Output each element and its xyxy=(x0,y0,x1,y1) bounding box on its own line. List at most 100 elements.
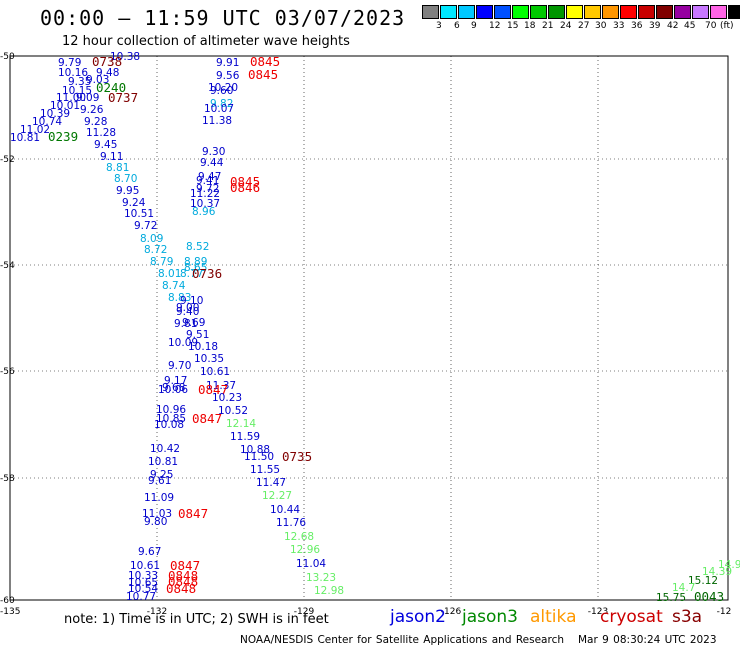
lat-tick-label: -58 xyxy=(0,474,15,484)
pass-time-label: 0845 xyxy=(250,54,280,69)
scale-swatch xyxy=(422,5,439,19)
pass-time-label: 0848 xyxy=(168,568,198,583)
wave-height-label: 9.17 xyxy=(164,375,187,387)
color-scale-labels: 3 6 9 12 15 18 21 24 27 30 33 36 39 42 45 70 (ft) xyxy=(422,21,740,33)
footnote: note: 1) Time is in UTC; 2) SWH is in fe… xyxy=(64,612,329,627)
wave-height-label: 9.81 xyxy=(174,318,197,330)
wave-height-label: 10.15 xyxy=(62,85,92,97)
lon-tick-label: -126 xyxy=(441,607,462,617)
wave-height-label: 10.44 xyxy=(270,504,300,516)
wave-height-label: 15.12 xyxy=(688,575,718,587)
chart-title: 00:00 — 11:59 UTC 03/07/2023 xyxy=(40,6,406,30)
wave-height-label: 10.39 xyxy=(40,108,70,120)
pass-time-label: 0239 xyxy=(48,129,78,144)
pass-time-label: 0847 xyxy=(170,558,200,573)
wave-height-label: 9.26 xyxy=(80,104,104,116)
wave-height-label: 15.75 xyxy=(656,592,686,604)
wave-height-label: 9.79 xyxy=(58,57,81,69)
wave-height-label: 10.37 xyxy=(190,198,220,210)
scale-label: 6 xyxy=(454,21,460,31)
wave-height-label: 9.11 xyxy=(100,151,123,163)
wave-height-label: 8.72 xyxy=(144,244,167,256)
wave-height-label: 12.14 xyxy=(226,418,256,430)
wave-height-label: 11.55 xyxy=(250,464,280,476)
wave-height-label: 9.68 xyxy=(162,382,185,394)
wave-height-label: 8.81 xyxy=(106,162,129,174)
scale-swatch xyxy=(638,5,655,19)
scale-label: 30 xyxy=(595,21,607,31)
wave-height-label: 8.89 xyxy=(184,256,207,268)
color-scale xyxy=(422,5,740,19)
wave-height-label: 10.81 xyxy=(10,132,40,144)
wave-height-label: 10.35 xyxy=(194,353,224,365)
wave-height-label: 10.42 xyxy=(150,443,180,455)
wave-height-label: 8.77 xyxy=(180,268,203,280)
scale-swatch xyxy=(512,5,529,19)
wave-height-label: 8.70 xyxy=(114,173,137,185)
scale-swatch xyxy=(692,5,709,19)
wave-height-label: 14.7 xyxy=(672,582,695,594)
wave-height-label: 9.67 xyxy=(138,546,161,558)
wave-height-label: 11.59 xyxy=(230,431,260,443)
pass-time-label: 0848 xyxy=(166,581,196,596)
wave-height-label: 10.65 xyxy=(128,577,158,589)
scale-label: 24 xyxy=(560,21,572,31)
wave-height-label: 10.61 xyxy=(200,366,230,378)
wave-height-label: 10.74 xyxy=(32,116,62,128)
wave-height-label: 11.50 xyxy=(244,451,274,463)
scale-label: 39 xyxy=(649,21,661,31)
wave-height-label: 8.96 xyxy=(192,206,216,218)
scale-label: 70 xyxy=(705,21,717,31)
wave-height-label: 10.01 xyxy=(50,100,80,112)
wave-height-label: 10.96 xyxy=(156,404,186,416)
wave-height-label: 12.98 xyxy=(314,585,344,597)
lat-tick-label: -56 xyxy=(0,367,15,377)
wave-height-label: 9.24 xyxy=(122,197,146,209)
wave-height-label: 10.09 xyxy=(168,337,198,349)
scale-swatch xyxy=(566,5,583,19)
wave-height-label: 9.00 xyxy=(176,302,199,314)
wave-height-label: 9.40 xyxy=(176,306,199,318)
pass-time-label: 0240 xyxy=(96,80,126,95)
scale-swatch xyxy=(602,5,619,19)
scale-swatch xyxy=(584,5,601,19)
scale-label: 27 xyxy=(578,21,590,31)
wave-height-label: 10.16 xyxy=(58,67,88,79)
scale-label: 12 xyxy=(489,21,501,31)
pass-time-label: 0737 xyxy=(108,90,138,105)
wave-height-label: 11.00 xyxy=(56,92,86,104)
wave-height-label: 11.03 xyxy=(142,508,172,520)
scale-swatch xyxy=(440,5,457,19)
wave-height-label: 11.22 xyxy=(190,188,220,200)
wave-height-label: 9.25 xyxy=(150,469,173,481)
legend-s3a: s3a xyxy=(672,607,703,627)
wave-height-label: 9.44 xyxy=(200,157,224,169)
wave-height-label: 9.41 xyxy=(196,175,219,187)
wave-height-label: 9.47 xyxy=(198,171,221,183)
lon-tick-label: -132 xyxy=(147,607,167,617)
footer-credit: NOAA/NESDIS Center for Satellite Applica… xyxy=(240,634,717,646)
wave-height-label: 9.45 xyxy=(94,139,117,151)
wave-height-label: 11.76 xyxy=(276,517,306,529)
wave-height-label: 14.39 xyxy=(702,566,732,578)
wave-height-label: 9.03 xyxy=(86,74,109,86)
wave-height-label: 11.47 xyxy=(256,477,286,489)
wave-height-label: 10.33 xyxy=(128,570,158,582)
chart-subtitle: 12 hour collection of altimeter wave hei… xyxy=(62,34,350,49)
wave-height-label: 9.56 xyxy=(216,70,240,82)
wave-height-label: 9.30 xyxy=(202,146,225,158)
wave-height-label: 10.81 xyxy=(148,456,178,468)
wave-height-label: 9.69 xyxy=(182,317,205,329)
wave-height-label: 9.72 xyxy=(134,220,157,232)
wave-height-label: 8.01 xyxy=(158,268,181,280)
wave-height-label: 8.83 xyxy=(168,292,191,304)
scale-swatch xyxy=(476,5,493,19)
scale-swatch xyxy=(548,5,565,19)
wave-height-label: 12.27 xyxy=(262,490,292,502)
scale-label: 33 xyxy=(613,21,625,31)
lon-tick-label: -12 xyxy=(717,607,732,617)
scale-label: 3 xyxy=(436,21,442,31)
map-grid xyxy=(10,56,728,600)
lat-tick-label: -60 xyxy=(0,596,15,606)
